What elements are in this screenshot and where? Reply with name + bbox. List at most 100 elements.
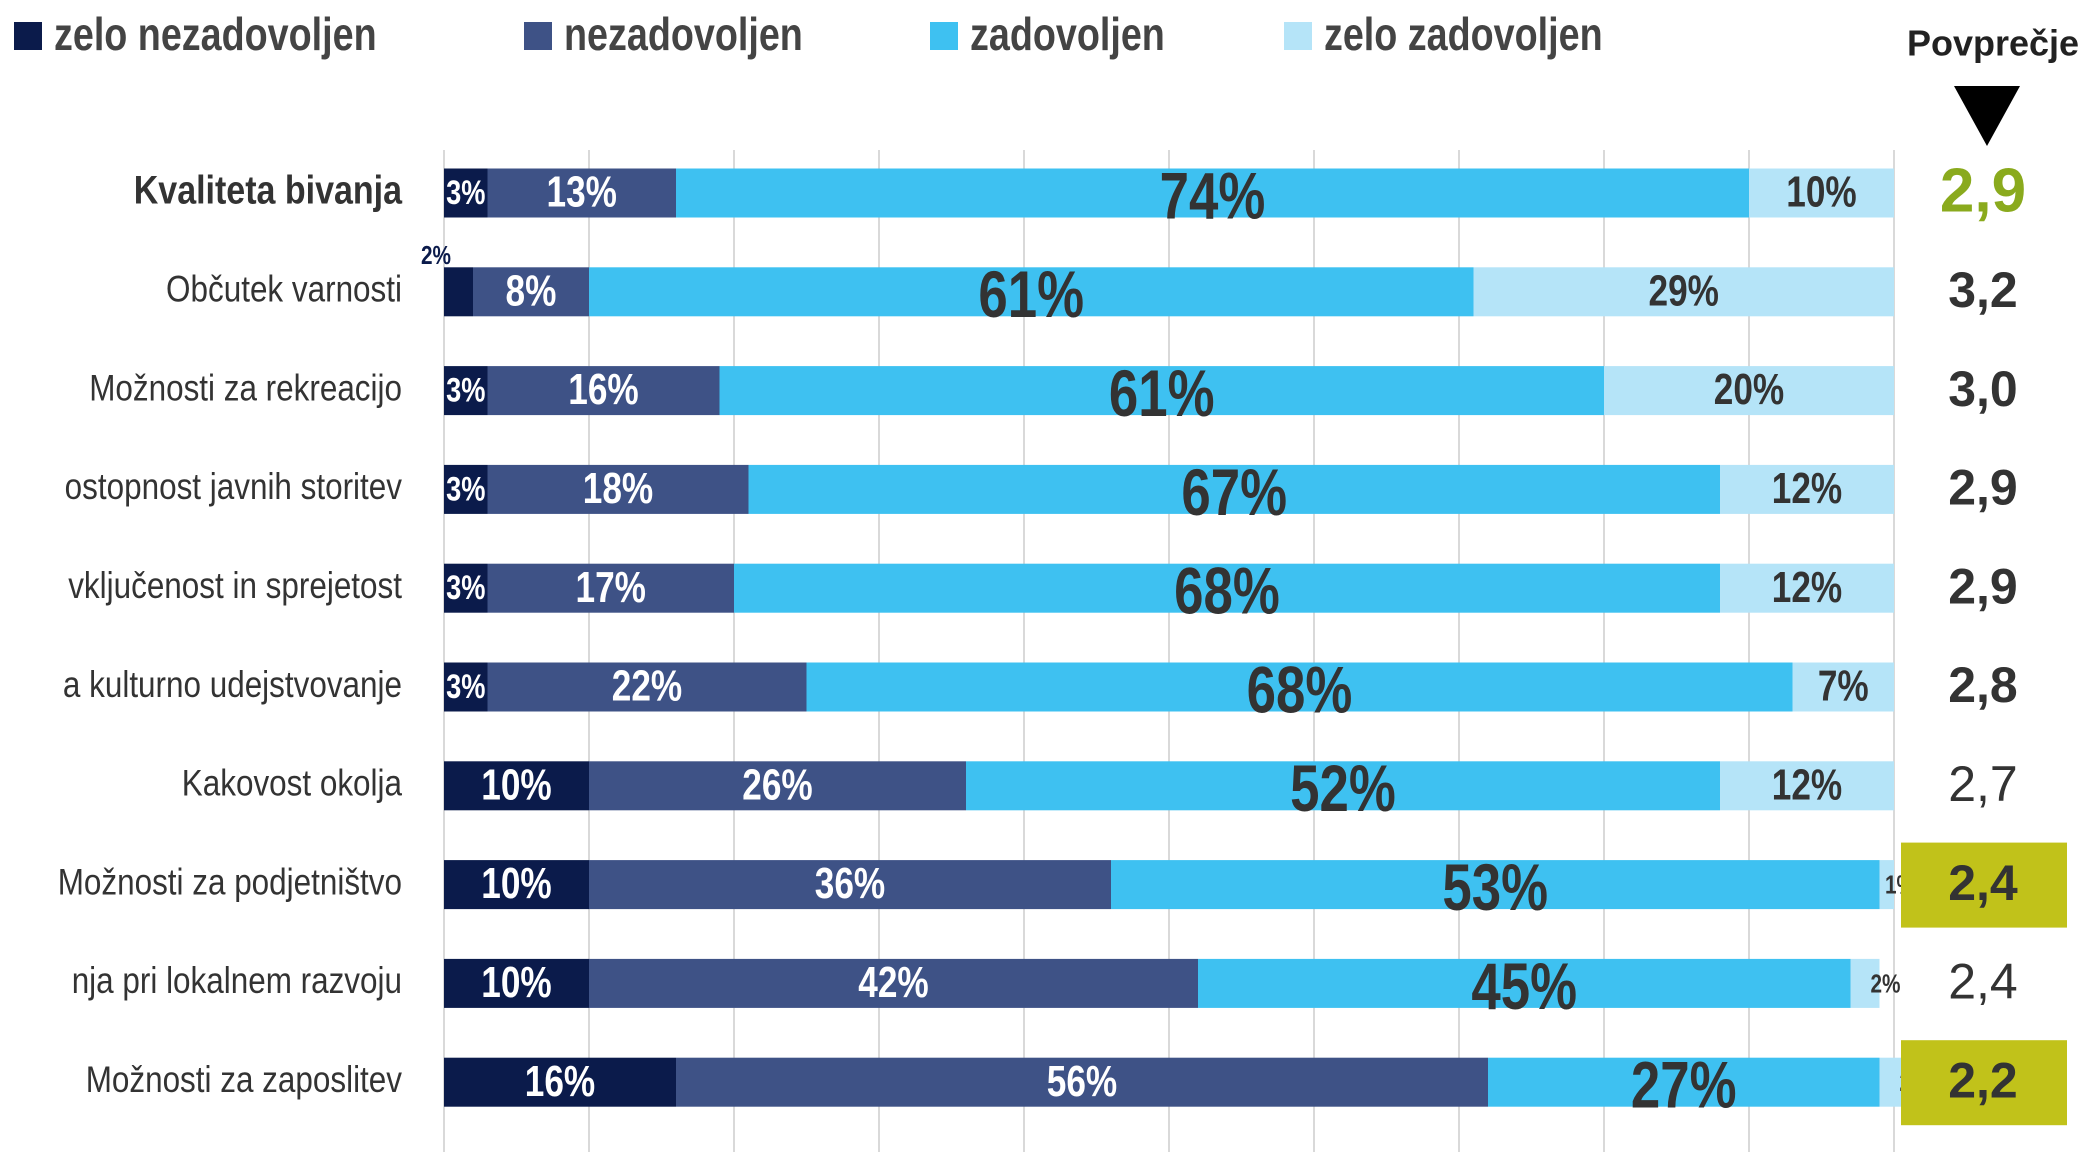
bar-segment (676, 168, 1749, 218)
value-label: 20% (1714, 366, 1784, 415)
value-label: 67% (1181, 455, 1287, 529)
average-value: 2,7 (1948, 756, 2018, 812)
bar-segment (444, 761, 589, 811)
bar-segment (444, 860, 589, 910)
category-label: ostopnost javnih storitev (65, 467, 403, 508)
bar-segment (444, 958, 589, 1008)
legend-label: zadovoljen (970, 9, 1165, 60)
value-label: 16% (525, 1057, 595, 1106)
bar-segment (487, 366, 720, 416)
category-label: Občutek varnosti (166, 269, 402, 310)
bar-segment (966, 761, 1720, 811)
value-label: 61% (1109, 356, 1215, 430)
bar-segment (806, 662, 1793, 712)
value-label: 29% (1649, 267, 1719, 316)
bar-segment (1604, 366, 1894, 416)
value-label: 12% (1772, 464, 1842, 513)
value-label: 12% (1772, 761, 1842, 810)
value-label: 3% (446, 568, 485, 607)
value-label: 3% (446, 469, 485, 508)
category-label: Možnosti za podjetništvo (58, 862, 402, 903)
average-value: 2,9 (1948, 558, 2018, 614)
bar-segment (444, 366, 488, 416)
bar-segment (1488, 1057, 1880, 1107)
bar-segment (719, 366, 1604, 416)
value-label: 8% (506, 267, 557, 316)
value-label: 26% (742, 761, 812, 810)
value-label: 7% (1818, 662, 1869, 711)
bar-segment (473, 267, 589, 317)
value-label: 12% (1772, 563, 1842, 612)
category-label: Možnosti za zaposlitev (86, 1060, 403, 1101)
value-label: 61% (978, 258, 1084, 332)
value-label: 2% (421, 241, 451, 270)
bar-segment (589, 860, 1111, 910)
bar-segment (1473, 267, 1894, 317)
value-label: 13% (547, 168, 617, 217)
value-label: 68% (1247, 653, 1353, 727)
value-label: 56% (1047, 1057, 1117, 1106)
bar-segment (444, 464, 488, 514)
bar-segment (1792, 662, 1894, 712)
value-label: 10% (481, 761, 551, 810)
average-value: 3,2 (1948, 262, 2018, 318)
bar-segment (487, 464, 749, 514)
bar-segment (1850, 958, 1880, 1008)
average-highlight (1901, 1040, 2067, 1126)
value-label: 10% (1786, 168, 1856, 217)
bar-segment (589, 958, 1198, 1008)
bar-segment (589, 761, 966, 811)
value-label: 42% (858, 958, 928, 1007)
bar-segment (734, 563, 1720, 613)
value-label: 10% (481, 958, 551, 1007)
average-arrow (1954, 86, 2020, 146)
legend-swatch (524, 22, 552, 50)
value-label: 22% (612, 662, 682, 711)
bar-segment (1720, 563, 1894, 613)
category-label: nja pri lokalnem razvoju (72, 961, 402, 1002)
bar-segment (1720, 761, 1894, 811)
bar-segment (1111, 860, 1880, 910)
value-label: 36% (815, 860, 885, 909)
value-label: 10% (481, 860, 551, 909)
bar-segment (444, 267, 473, 317)
value-label: 53% (1442, 850, 1548, 924)
value-label: 3% (446, 667, 485, 706)
value-label: 52% (1290, 752, 1396, 826)
average-value: 2,4 (1948, 954, 2018, 1010)
bar-segment (1879, 860, 1894, 910)
bar-segment (589, 267, 1474, 317)
value-label: 74% (1160, 159, 1266, 233)
average-value: 2,2 (1948, 1052, 2018, 1108)
value-label: 3% (446, 173, 485, 212)
bar-segment (748, 464, 1720, 514)
value-label: 68% (1174, 554, 1280, 628)
bar-segment (487, 662, 807, 712)
category-label: Možnosti za rekreacijo (89, 368, 402, 409)
category-label: a kulturno udejstvovanje (63, 664, 402, 705)
category-label: Kvaliteta bivanja (134, 167, 403, 212)
bar-segment (444, 168, 488, 218)
bar-segment (444, 1057, 676, 1107)
legend-swatch (1284, 22, 1312, 50)
value-label: 3% (446, 371, 485, 410)
category-label: vključenost in sprejetost (68, 566, 402, 607)
category-label: Kakovost okolja (182, 763, 403, 804)
bar-segment (444, 563, 488, 613)
value-label: 45% (1471, 949, 1577, 1023)
average-value: 3,0 (1948, 361, 2018, 417)
average-value: 2,8 (1948, 657, 2018, 713)
legend-label: nezadovoljen (564, 9, 803, 60)
bar-segment (444, 662, 488, 712)
value-label: 18% (583, 464, 653, 513)
value-label: 17% (576, 563, 646, 612)
bar-segment (1720, 464, 1894, 514)
bar-segment (676, 1057, 1488, 1107)
average-value: 2,9 (1948, 460, 2018, 516)
value-label: 2% (1870, 969, 1900, 998)
value-label: 16% (568, 366, 638, 415)
bar-segment (487, 168, 676, 218)
average-highlight (1901, 842, 2067, 928)
average-value: 2,9 (1940, 156, 2026, 225)
